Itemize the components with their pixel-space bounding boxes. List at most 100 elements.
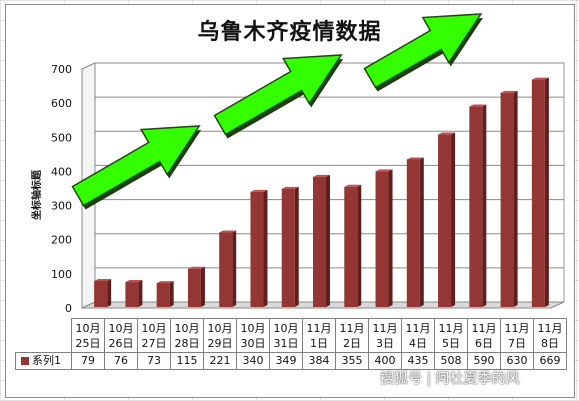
bar — [531, 79, 545, 307]
category-label-line: 11月 — [405, 321, 431, 335]
bar-side — [232, 230, 237, 307]
data-value-cell: 355 — [335, 352, 369, 370]
bar-top — [469, 104, 487, 107]
data-table-series-row: 系列1 79 76 73 115 221 340 349 384 355 400 435 508 590… — [15, 352, 567, 370]
category-label-line: 4日 — [409, 336, 427, 350]
category-label-line: 10月 — [75, 321, 101, 335]
y-tick-label: 500 — [51, 131, 72, 144]
category-label-line: 29日 — [207, 336, 233, 350]
y-tick-label: 700 — [51, 63, 72, 76]
bar-side — [294, 186, 299, 307]
category-label-line: 5日 — [442, 336, 460, 350]
category-label-line: 10月 — [273, 321, 299, 335]
category-label-line: 2日 — [343, 336, 361, 350]
data-value-cell: 73 — [137, 352, 171, 370]
chart-title: 乌鲁木齐疫情数据 — [197, 20, 382, 45]
category-label: 10月 31日 — [269, 318, 303, 353]
y-tick-label: 400 — [51, 165, 72, 178]
bar — [219, 232, 233, 307]
data-value-cell: 435 — [401, 352, 435, 370]
category-label: 10月 26日 — [104, 318, 138, 353]
bar — [375, 171, 389, 307]
category-label-line: 10月 — [141, 321, 167, 335]
y-tick-label: 600 — [51, 97, 72, 110]
watermark: 搜狐号 | 阿杜夏季的风 — [380, 371, 520, 387]
category-label: 11月 4日 — [401, 318, 435, 353]
category-label-line: 3日 — [376, 336, 394, 350]
category-label-line: 25日 — [75, 336, 101, 350]
category-label: 10月 27日 — [137, 318, 171, 353]
category-label-line: 10月 — [108, 321, 134, 335]
bar — [94, 281, 108, 307]
bar — [438, 134, 452, 307]
category-label-line: 11月 — [471, 321, 497, 335]
bar-side — [357, 184, 362, 307]
category-label: 11月 1日 — [302, 318, 336, 353]
y-tick-label: 200 — [51, 234, 72, 247]
bar — [500, 92, 514, 308]
bar-top — [219, 230, 237, 233]
data-value-cell: 340 — [236, 352, 270, 370]
data-value-cell: 508 — [434, 352, 468, 370]
data-table-header-row: 10月 25日 10月 26日 10月 27日 10月 28日 10月 29日 10月 30日 10月 3… — [15, 318, 567, 353]
data-value-cell: 400 — [368, 352, 402, 370]
bar-top — [500, 90, 518, 93]
bar — [187, 268, 201, 307]
green-arrow — [363, 13, 483, 89]
category-label-line: 11月 — [438, 321, 464, 335]
category-label-line: 31日 — [273, 336, 299, 350]
bar-top — [344, 184, 362, 187]
green-arrow — [213, 54, 343, 136]
data-table-series-cell: 系列1 — [15, 352, 72, 370]
category-label: 10月 28日 — [170, 318, 204, 353]
category-label-line: 6日 — [475, 336, 493, 350]
data-table-corner — [15, 318, 72, 353]
category-label: 11月 5日 — [434, 318, 468, 353]
bar-side — [482, 104, 487, 307]
category-label-line: 7日 — [508, 336, 526, 350]
category-label-line: 11月 — [537, 321, 563, 335]
legend-key — [21, 357, 29, 365]
category-label: 11月 2日 — [335, 318, 369, 353]
category-label-line: 8日 — [541, 336, 559, 350]
bar-side — [388, 169, 393, 307]
y-tick-label: 0 — [65, 302, 72, 315]
data-value-cell: 384 — [302, 352, 336, 370]
category-label: 11月 3日 — [368, 318, 402, 353]
data-value-cell: 630 — [500, 352, 534, 370]
y-tick-label: 100 — [51, 268, 72, 281]
category-label-line: 11月 — [504, 321, 530, 335]
data-table: 10月 25日 10月 26日 10月 27日 10月 28日 10月 29日 10月 30日 10月 3… — [15, 318, 567, 370]
category-label-line: 11月 — [372, 321, 398, 335]
category-label-line: 10月 — [207, 321, 233, 335]
data-value-cell: 221 — [203, 352, 237, 370]
bar — [313, 176, 326, 307]
bar — [469, 106, 483, 307]
bar-top — [125, 280, 143, 283]
bar-side — [169, 281, 174, 307]
series-name: 系列1 — [32, 354, 61, 367]
bar — [250, 191, 264, 307]
data-value-cell: 590 — [467, 352, 501, 370]
bar-side — [544, 77, 549, 307]
category-label: 11月 7日 — [500, 318, 534, 353]
bar-top — [156, 281, 174, 284]
bar — [406, 159, 420, 307]
green-arrow — [71, 125, 201, 207]
bar — [281, 188, 295, 307]
bar — [344, 186, 358, 307]
bar-top — [375, 169, 393, 172]
category-label-line: 1日 — [310, 336, 328, 350]
category-label-line: 27日 — [141, 336, 167, 350]
category-label: 10月 30日 — [236, 318, 270, 353]
category-label: 10月 25日 — [71, 318, 105, 353]
y-tick-label: 300 — [51, 200, 72, 213]
category-label-line: 11月 — [339, 321, 365, 335]
bar-top — [313, 174, 330, 177]
category-label-line: 10月 — [240, 321, 266, 335]
data-value-cell: 349 — [269, 352, 303, 370]
category-label: 10月 29日 — [203, 318, 237, 353]
bar-side — [138, 280, 143, 307]
bar — [156, 283, 170, 307]
